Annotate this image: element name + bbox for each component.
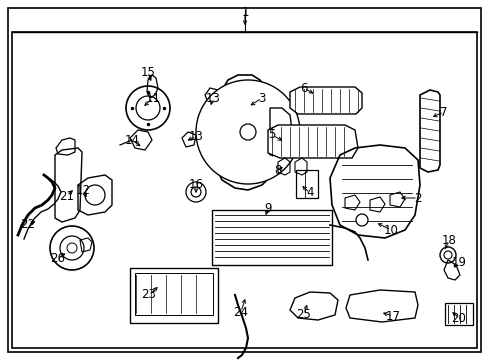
Bar [295, 170, 317, 198]
Circle shape [355, 214, 367, 226]
Text: 10: 10 [383, 224, 398, 237]
Text: 19: 19 [450, 256, 466, 269]
Text: 7: 7 [439, 105, 447, 118]
Circle shape [196, 80, 299, 184]
Text: 1: 1 [241, 5, 248, 18]
Text: 22: 22 [20, 219, 36, 231]
Text: 25: 25 [296, 307, 311, 320]
Text: 23: 23 [141, 288, 156, 302]
Text: 4: 4 [305, 186, 313, 199]
Polygon shape [267, 125, 357, 158]
Circle shape [191, 187, 201, 197]
Polygon shape [419, 90, 439, 172]
Circle shape [443, 251, 451, 259]
Text: 20: 20 [450, 311, 466, 324]
Text: 6: 6 [300, 81, 307, 94]
Bar [444, 303, 472, 325]
Text: 12: 12 [75, 184, 90, 197]
Text: 21: 21 [60, 189, 74, 202]
Circle shape [136, 96, 160, 120]
Text: 18: 18 [441, 234, 455, 247]
Circle shape [126, 86, 170, 130]
Text: 8: 8 [274, 165, 281, 177]
Text: 24: 24 [233, 306, 248, 319]
Circle shape [85, 185, 105, 205]
Polygon shape [289, 87, 361, 114]
Circle shape [60, 236, 84, 260]
Text: 11: 11 [145, 91, 160, 104]
Circle shape [67, 243, 77, 253]
Text: 14: 14 [124, 134, 139, 147]
Text: 9: 9 [264, 202, 271, 215]
Circle shape [439, 247, 455, 263]
Text: 3: 3 [258, 91, 265, 104]
Text: 5: 5 [268, 129, 275, 141]
Bar [212, 210, 331, 265]
Circle shape [50, 226, 94, 270]
Bar [135, 273, 213, 315]
Text: 16: 16 [188, 179, 203, 192]
Bar [130, 268, 218, 323]
Text: 15: 15 [140, 66, 155, 78]
Text: 13: 13 [188, 130, 203, 143]
Text: 2: 2 [413, 192, 421, 204]
Text: 17: 17 [385, 310, 400, 323]
Text: 13: 13 [205, 91, 220, 104]
Text: 26: 26 [50, 252, 65, 265]
Circle shape [240, 124, 256, 140]
Bar [12, 32, 476, 348]
Circle shape [185, 182, 205, 202]
